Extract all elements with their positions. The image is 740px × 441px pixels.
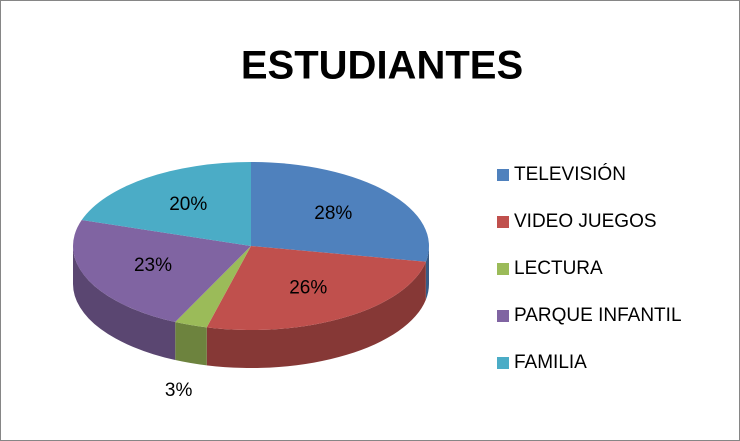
legend-swatch xyxy=(497,169,509,181)
legend-label: VIDEO JUEGOS xyxy=(514,211,657,232)
legend-swatch xyxy=(497,357,509,369)
pie-slice xyxy=(175,246,251,328)
pie-side xyxy=(73,246,176,361)
pie-slice xyxy=(81,162,251,246)
chart-title: ESTUDIANTES xyxy=(241,44,523,88)
legend-swatch xyxy=(497,216,509,228)
data-label: 26% xyxy=(289,278,327,299)
pie-side xyxy=(206,261,426,368)
pie-slice xyxy=(206,246,426,330)
legend-label: PARQUE INFANTIL xyxy=(514,305,682,326)
data-label: 20% xyxy=(169,194,207,215)
legend-label: LECTURA xyxy=(514,258,603,279)
data-label: 28% xyxy=(314,203,352,224)
legend-swatch xyxy=(497,263,509,275)
legend-label: FAMILIA xyxy=(514,352,587,373)
pie-slice xyxy=(73,220,252,323)
legend-label: TELEVISIÓN xyxy=(514,163,626,185)
data-label: 3% xyxy=(165,380,193,401)
pie-side xyxy=(425,246,429,300)
pie-slice xyxy=(251,162,429,262)
data-label: 23% xyxy=(134,255,172,276)
pie-side xyxy=(175,322,207,366)
legend-swatch xyxy=(497,310,509,322)
